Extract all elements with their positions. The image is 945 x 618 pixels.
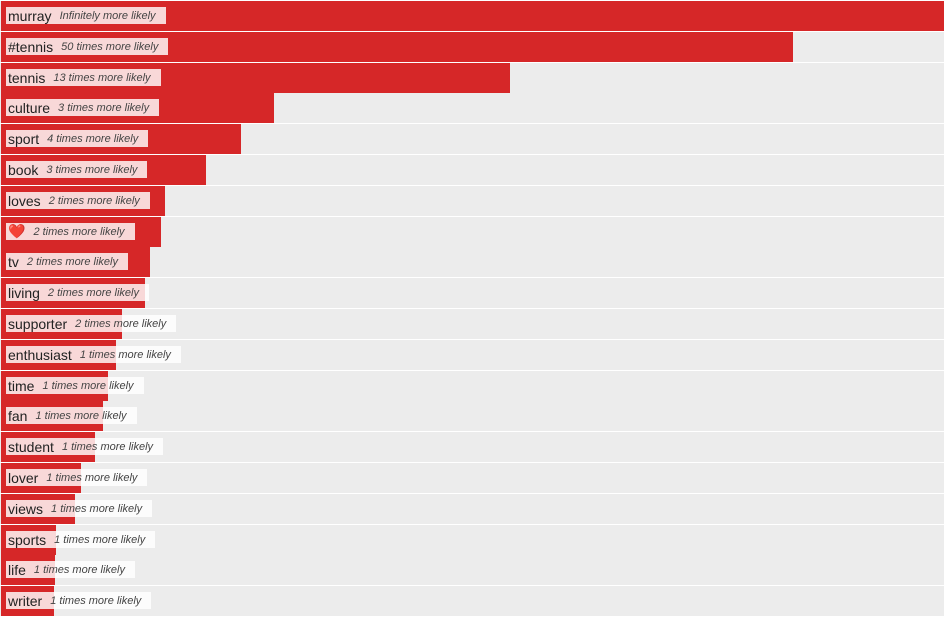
category-label: time (8, 377, 35, 394)
bar-label: time 1 times more likely (6, 377, 144, 394)
category-label: murray (8, 7, 52, 24)
bar-row[interactable]: culture 3 times more likely (0, 93, 944, 123)
bar-label: sport 4 times more likely (6, 130, 149, 147)
category-label: writer (8, 592, 43, 609)
likelihood-label: 2 times more likely (33, 225, 125, 238)
bar-label: #tennis 50 times more likely (6, 38, 169, 55)
bar-row[interactable]: sport 4 times more likely (0, 124, 944, 154)
category-label: culture (8, 99, 51, 116)
bar-label: fan 1 times more likely (6, 407, 137, 424)
likelihood-label: Infinitely more likely (59, 9, 156, 22)
bar-label: student 1 times more likely (6, 438, 164, 455)
bar-row[interactable]: #tennis 50 times more likely (0, 32, 944, 62)
bar-row[interactable]: supporter 2 times more likely (0, 309, 944, 339)
bar-label: life 1 times more likely (6, 561, 135, 578)
bar-label: culture 3 times more likely (6, 99, 160, 116)
category-label: tv (8, 253, 19, 270)
category-label: views (8, 500, 44, 517)
bar-label: living 2 times more likely (6, 284, 149, 301)
bar-label: tv 2 times more likely (6, 253, 128, 270)
category-label: living (8, 284, 40, 301)
likelihood-label: 13 times more likely (53, 71, 151, 84)
likelihood-label: 2 times more likely (75, 317, 167, 330)
bar-label: enthusiast 1 times more likely (6, 346, 181, 363)
bar-row[interactable]: lover 1 times more likely (0, 463, 944, 493)
bar-label: ❤️ 2 times more likely (6, 223, 135, 240)
likelihood-label: 1 times more likely (79, 348, 171, 361)
bar-label: murray Infinitely more likely (6, 7, 166, 24)
likelihood-label: 1 times more likely (35, 409, 127, 422)
bar-label: book 3 times more likely (6, 161, 148, 178)
likelihood-label: 2 times more likely (48, 194, 140, 207)
bar-row[interactable]: writer 1 times more likely (0, 586, 944, 616)
category-label: ❤️ (8, 223, 26, 239)
category-label: student (8, 438, 54, 455)
bar-row[interactable]: time 1 times more likely (0, 371, 944, 401)
bar-row[interactable]: life 1 times more likely (0, 555, 944, 585)
likelihood-label: 1 times more likely (42, 379, 134, 392)
likelihood-label: 1 times more likely (46, 471, 138, 484)
bar-label: supporter 2 times more likely (6, 315, 177, 332)
category-label: supporter (8, 315, 68, 332)
bar-row[interactable]: murray Infinitely more likely (0, 1, 944, 31)
bar-label: tennis 13 times more likely (6, 69, 161, 86)
category-label: sports (8, 531, 47, 548)
likelihood-label: 2 times more likely (47, 286, 139, 299)
bar-row[interactable]: sports 1 times more likely (0, 525, 944, 555)
category-label: enthusiast (8, 346, 72, 363)
bar-label: writer 1 times more likely (6, 592, 152, 609)
bar-row[interactable]: enthusiast 1 times more likely (0, 340, 944, 370)
category-label: sport (8, 130, 40, 147)
category-label: loves (8, 192, 41, 209)
likelihood-label: 1 times more likely (61, 440, 154, 453)
likelihood-label: 3 times more likely (46, 163, 138, 176)
likelihood-label: 1 times more likely (51, 502, 143, 515)
category-label: life (8, 561, 26, 578)
category-label: lover (8, 469, 39, 486)
bar-row[interactable]: ❤️ 2 times more likely (0, 217, 944, 247)
likelihood-label: 3 times more likely (58, 101, 150, 114)
bar-row[interactable]: tennis 13 times more likely (0, 63, 944, 93)
bar-row[interactable]: book 3 times more likely (0, 155, 944, 185)
bar-label: lover 1 times more likely (6, 469, 148, 486)
bar-label: sports 1 times more likely (6, 531, 156, 548)
bar-row[interactable]: fan 1 times more likely (0, 401, 944, 431)
likelihood-label: 50 times more likely (61, 40, 159, 53)
category-label: fan (8, 407, 28, 424)
likelihood-label: 1 times more likely (33, 563, 125, 576)
category-label: #tennis (8, 38, 54, 55)
bar-row[interactable]: views 1 times more likely (0, 494, 944, 524)
bar-row[interactable]: living 2 times more likely (0, 278, 944, 308)
bar-label: loves 2 times more likely (6, 192, 150, 209)
category-label: tennis (8, 69, 46, 86)
bar-row[interactable]: student 1 times more likely (0, 432, 944, 462)
category-label: book (8, 161, 39, 178)
bar-label: views 1 times more likely (6, 500, 153, 517)
likelihood-label: 1 times more likely (54, 533, 146, 546)
likelihood-label: 1 times more likely (50, 594, 142, 607)
bar-row[interactable]: loves 2 times more likely (0, 186, 944, 216)
bar-row[interactable]: tv 2 times more likely (0, 247, 944, 277)
likelihood-label: 2 times more likely (26, 255, 118, 268)
likelihood-label: 4 times more likely (47, 132, 139, 145)
